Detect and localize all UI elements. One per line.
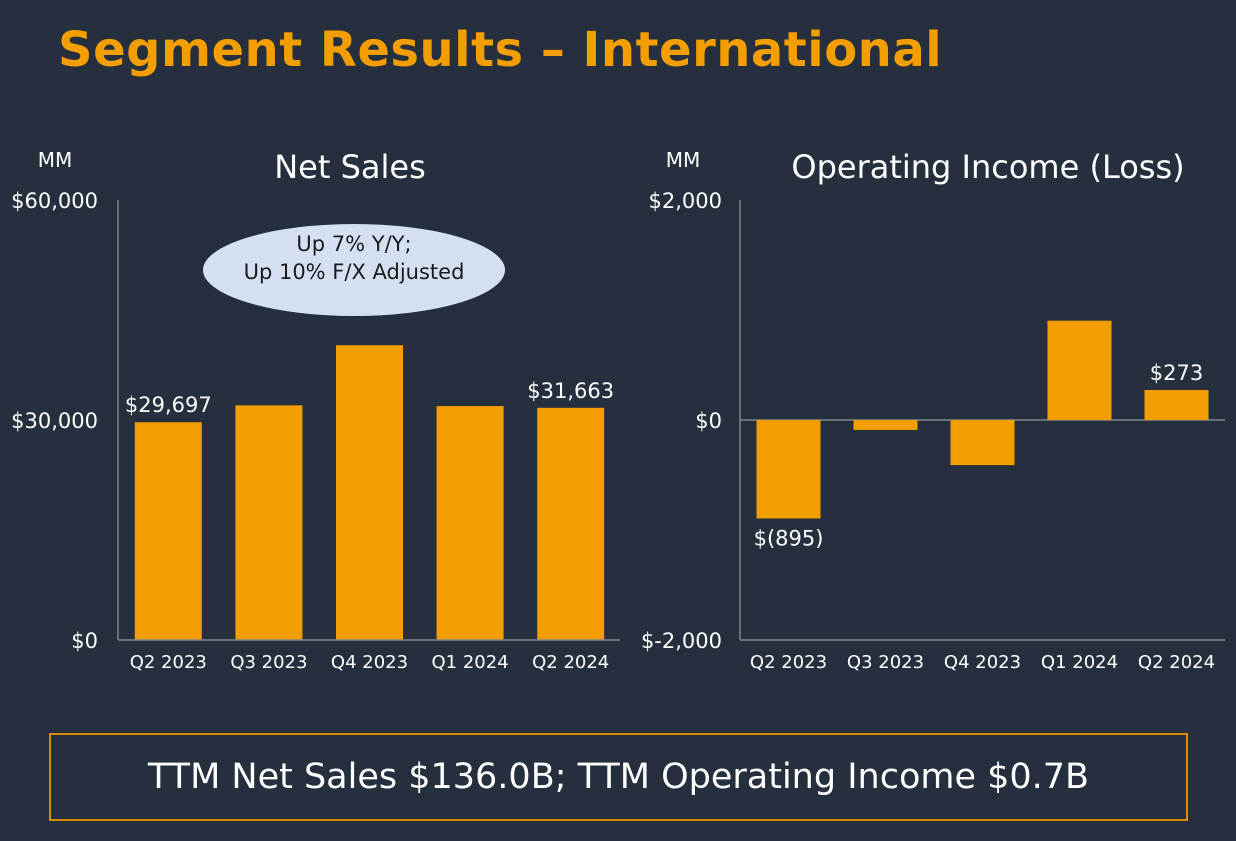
growth-callout-bubble [201,222,507,318]
growth-callout: Up 7% Y/Y; Up 10% F/X Adjusted [201,222,507,318]
operating-income-xtick-3: Q4 2023 [944,652,1021,673]
operating-income-bar-2 [853,420,918,430]
net-sales-xtick-1: Q2 2023 [130,652,207,673]
growth-callout-line-1: Up 7% Y/Y; [296,232,411,256]
operating-income-bar-1 [756,420,821,519]
operating-income-ytick-bottom: $-2,000 [641,629,722,653]
net-sales-xtick-3: Q4 2023 [331,652,408,673]
operating-income-ytick-mid: $0 [695,409,722,433]
operating-income-chart: Operating Income (Loss) MM $2,000 $0 $-2… [641,148,1225,673]
net-sales-data-label-1: $29,697 [125,393,212,417]
operating-income-data-label-5: $273 [1150,361,1203,385]
page-title: Segment Results – International [58,22,943,78]
operating-income-bar-4 [1047,320,1112,420]
net-sales-bar-3 [336,345,403,640]
charts-canvas: Net Sales MM $60,000 $30,000 $0 Q2 2023 $… [11,148,1225,673]
operating-income-xtick-2: Q3 2023 [847,652,924,673]
operating-income-data-label-1: $(895) [754,526,824,550]
operating-income-title: Operating Income (Loss) [791,148,1184,186]
net-sales-bar-1 [134,422,202,640]
net-sales-title: Net Sales [274,148,426,186]
net-sales-ytick-bottom: $0 [71,629,98,653]
operating-income-xtick-1: Q2 2023 [750,652,827,673]
ttm-summary-box: TTM Net Sales $136.0B; TTM Operating Inc… [49,733,1188,821]
net-sales-data-label-5: $31,663 [527,379,614,403]
operating-income-ytick-top: $2,000 [649,189,722,213]
net-sales-xtick-2: Q3 2023 [230,652,307,673]
net-sales-bar-4 [436,406,504,640]
net-sales-unit: MM [38,148,73,172]
operating-income-bar-3 [950,420,1015,466]
net-sales-bar-2 [235,405,303,640]
growth-callout-line-2: Up 10% F/X Adjusted [244,260,465,284]
operating-income-bar-5 [1144,389,1209,420]
net-sales-xtick-4: Q1 2024 [432,652,509,673]
net-sales-ytick-top: $60,000 [11,189,98,213]
operating-income-xtick-4: Q1 2024 [1041,652,1118,673]
operating-income-unit: MM [666,148,701,172]
operating-income-xtick-5: Q2 2024 [1138,652,1215,673]
net-sales-bar-5 [537,407,605,640]
net-sales-xtick-5: Q2 2024 [532,652,609,673]
ttm-summary-text: TTM Net Sales $136.0B; TTM Operating Inc… [147,757,1090,797]
net-sales-ytick-mid: $30,000 [11,409,98,433]
net-sales-chart: Net Sales MM $60,000 $30,000 $0 Q2 2023 $… [11,148,620,673]
